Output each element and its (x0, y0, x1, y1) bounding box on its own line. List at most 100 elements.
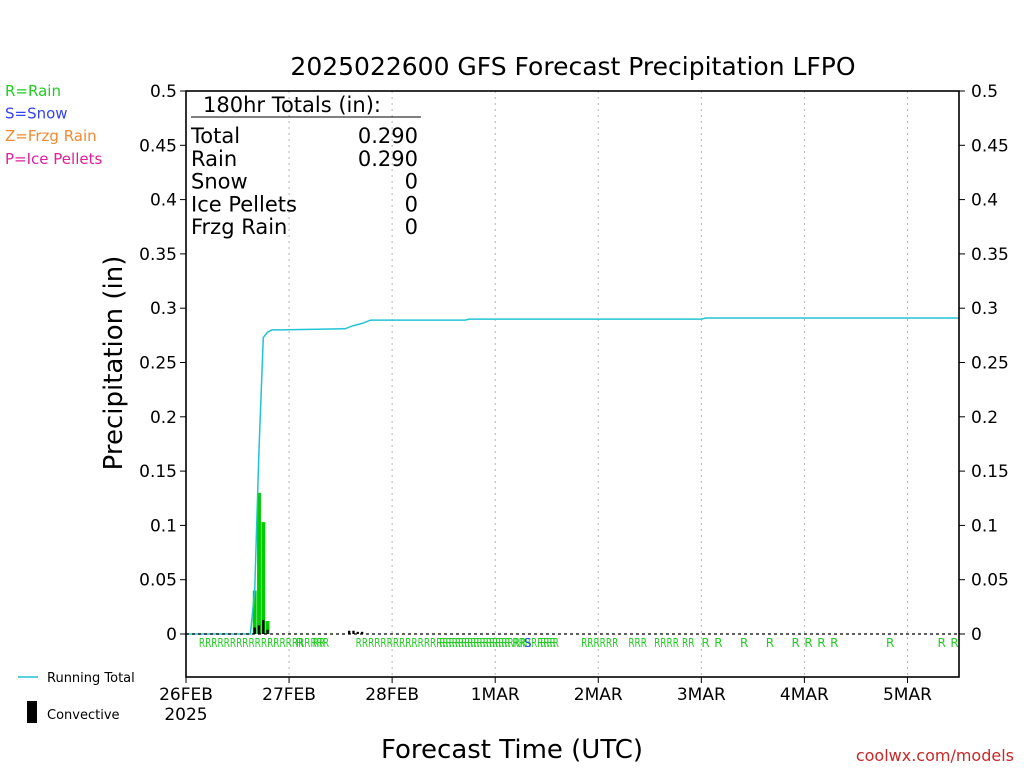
x-tick-label: 2MAR (574, 685, 623, 705)
y-tick-label-right: 0.1 (971, 516, 998, 536)
rain-bar (252, 590, 257, 634)
y-tick-label: 0.05 (139, 571, 177, 591)
x-axis: 26FEB 27FEB 28FEB 1MAR 2MAR 3MAR 4MAR 5MAR 2025 (159, 677, 932, 725)
totals-row-value: 0 (405, 170, 418, 194)
running-total-line (186, 317, 959, 635)
totals-row-label: Rain (191, 147, 237, 171)
y-axis-left: 0 0.05 0.1 0.15 0.2 0.25 0.3 0.35 0.4 0.45 0.5 (139, 82, 186, 645)
ptype-mark: R (766, 636, 774, 650)
rain-bar (257, 492, 261, 634)
x-axis-label: Forecast Time (UTC) (381, 735, 643, 765)
y-tick-label-right: 0.35 (971, 245, 1009, 265)
rain-bar (261, 522, 266, 634)
convective-bars (253, 619, 364, 634)
totals-row-label: Snow (191, 170, 248, 194)
ptype-mark: S (524, 636, 532, 650)
y-tick-label-right: 0.05 (971, 571, 1009, 591)
ptype-mark: R (740, 636, 748, 650)
ptype-mark: RR (682, 636, 694, 650)
x-tick-label: 28FEB (365, 685, 419, 705)
ptype-mark: R (886, 636, 894, 650)
totals-row-label: Total (190, 124, 240, 148)
ptype-legend: R=Rain S=Snow Z=Frzg Rain P=Ice Pellets (5, 82, 102, 168)
totals-heading: 180hr Totals (in): (203, 93, 381, 117)
y-tick-label-right: 0 (971, 625, 982, 645)
convective-bar (348, 630, 351, 634)
y-tick-label-right: 0.4 (971, 191, 998, 211)
x-tick-label: 27FEB (262, 685, 316, 705)
ptype-mark: RRRRRRRRRRRRRRRRRRRRR (199, 636, 329, 650)
totals-row-value: 0.290 (358, 124, 418, 148)
convective-legend-label: Convective (47, 708, 120, 723)
totals-row-label: Frzg Rain (191, 215, 287, 239)
y-tick-label: 0.25 (139, 354, 177, 374)
y-tick-label: 0.4 (150, 191, 177, 211)
ptype-mark: RRR (540, 636, 559, 650)
totals-row-value: 0 (405, 192, 418, 216)
ptype-mark: R (950, 636, 958, 650)
ptype-mark: RRRRRR (581, 636, 618, 650)
x-tick-label: 3MAR (677, 685, 726, 705)
rain-bars (252, 492, 270, 634)
totals-row-value: 0 (405, 215, 418, 239)
convective-legend-swatch (27, 701, 37, 723)
ptype-mark: RRR (628, 636, 647, 650)
ptype-legend-item: Z=Frzg Rain (5, 127, 97, 145)
ptype-mark: R (830, 636, 838, 650)
series-legend: Running Total Convective (18, 671, 135, 723)
convective-bar (266, 629, 269, 634)
rain-bar (265, 620, 270, 634)
y-axis-label: Precipitation (in) (99, 256, 129, 471)
x-tick-label: 26FEB (159, 685, 213, 705)
y-tick-label-right: 0.45 (971, 136, 1009, 156)
y-tick-label-right: 0.15 (971, 462, 1009, 482)
y-tick-label: 0.15 (139, 462, 177, 482)
y-tick-label: 0.3 (150, 299, 177, 319)
y-tick-label: 0.45 (139, 136, 177, 156)
y-tick-label-right: 0.2 (971, 408, 998, 428)
ptype-mark: R (792, 636, 800, 650)
ptype-mark: R (817, 636, 825, 650)
ptype-legend-item: P=Ice Pellets (5, 150, 102, 168)
y-tick-label: 0 (166, 625, 177, 645)
ptype-legend-item: S=Snow (5, 105, 68, 123)
ptype-mark: RR (313, 636, 325, 650)
plot-frame (185, 90, 960, 678)
convective-bar (257, 625, 261, 634)
ptype-mark: R (938, 636, 946, 650)
x-tick-label: 1MAR (471, 685, 520, 705)
ptype-mark: RRRRRRRRRRRRRR (439, 636, 526, 650)
x-tick-year: 2025 (164, 705, 207, 725)
y-tick-label-right: 0.25 (971, 354, 1009, 374)
ptype-mark: R (804, 636, 812, 650)
running-total-legend-label: Running Total (47, 671, 135, 686)
ptype-legend-item: R=Rain (5, 82, 61, 100)
credit-text: coolwx.com/models (856, 746, 1014, 765)
ptype-mark: RRRRRRRRRRRRRRRRRRRRRRRRR (356, 636, 511, 650)
ptype-mark: RRRR (654, 636, 679, 650)
convective-bar (356, 631, 359, 634)
x-tick-label: 4MAR (780, 685, 829, 705)
x-tick-label: 5MAR (883, 685, 932, 705)
convective-bar (262, 619, 265, 634)
y-tick-label: 0.5 (150, 82, 177, 102)
totals-row-value: 0.290 (358, 147, 418, 171)
ptype-row: RRRRRRRRRRRRRRRRRRRRRR RR RRRRRRRRRRRRRRRR… (199, 636, 959, 650)
convective-bar (352, 630, 355, 634)
ptype-mark: R (701, 636, 709, 650)
ptype-mark: RRRRRRR (512, 636, 555, 650)
convective-bar (360, 631, 364, 634)
y-tick-label-right: 0.5 (971, 82, 998, 102)
y-tick-label-right: 0.3 (971, 299, 998, 319)
convective-bar (253, 627, 256, 634)
ptype-mark: R (714, 636, 722, 650)
y-tick-label: 0.35 (139, 245, 177, 265)
totals-row-label: Ice Pellets (191, 192, 297, 216)
y-tick-label: 0.2 (150, 408, 177, 428)
grid-lines (288, 91, 908, 677)
chart-title: 2025022600 GFS Forecast Precipitation LF… (290, 52, 855, 81)
totals-box: 180hr Totals (in): Total 0.290 Rain 0.290 Sno… (190, 93, 421, 239)
ptype-mark: R (296, 636, 304, 650)
y-tick-label: 0.1 (150, 516, 177, 536)
